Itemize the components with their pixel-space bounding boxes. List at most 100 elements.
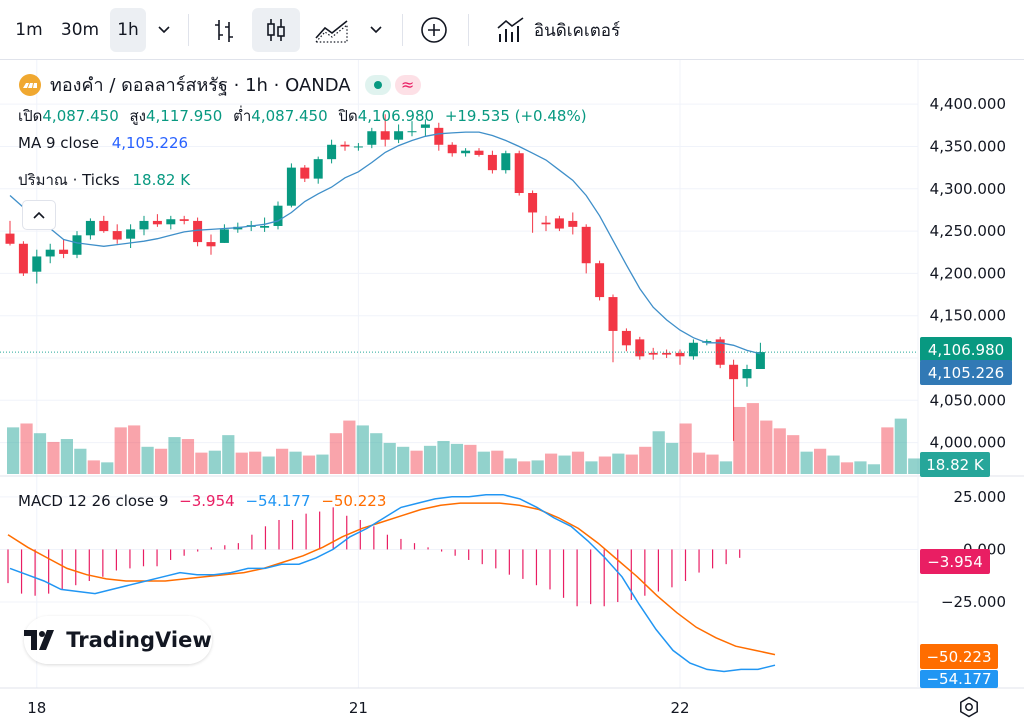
- volume-bar: [262, 456, 275, 474]
- macd-tick-label: −25.000: [941, 593, 1006, 611]
- candle-body: [447, 144, 457, 154]
- macd-signal-value: −50.223: [321, 492, 387, 510]
- symbol-legend[interactable]: ทองคำ / ดอลลาร์สหรัฐ · 1h · OANDA ≈: [18, 70, 421, 99]
- chart-canvas[interactable]: 4,400.000 4,350.000 4,300.000 4,250.000 4,20…: [0, 60, 1024, 728]
- chart-toolbar: 1m 30m 1h อินด: [0, 0, 1024, 60]
- macd-hist-value: −3.954: [179, 492, 235, 510]
- candle-body: [675, 352, 685, 357]
- volume-bar: [195, 452, 208, 474]
- open-value: 4,087.450: [42, 107, 119, 125]
- candle-body: [729, 364, 739, 380]
- high-value: 4,117.950: [146, 107, 223, 125]
- collapse-legend-button[interactable]: [22, 200, 56, 230]
- chevron-up-icon: [33, 211, 45, 219]
- candle-body: [193, 220, 203, 243]
- volume-bar: [141, 446, 154, 474]
- chart-settings-button[interactable]: [956, 694, 982, 720]
- bar-chart-button[interactable]: [204, 8, 244, 52]
- chart-grid: [0, 60, 918, 688]
- compare-symbol-button[interactable]: [412, 8, 456, 52]
- area-chart-icon: [314, 20, 348, 43]
- candle-body: [273, 205, 283, 226]
- candle-body: [702, 341, 712, 343]
- area-chart-button[interactable]: [308, 8, 356, 52]
- volume-bar: [20, 423, 33, 474]
- candle-body: [394, 131, 404, 140]
- candles-button[interactable]: [252, 8, 300, 52]
- volume-bar: [128, 425, 141, 474]
- ohlc-legend: เปิด4,087.450 สูง4,117.950 ต่ำ4,087.450 …: [18, 104, 587, 128]
- close-value: 4,106.980: [357, 107, 435, 125]
- volume-bar: [450, 443, 464, 474]
- indicators-icon: [497, 17, 524, 42]
- price-axis: 4,400.000 4,350.000 4,300.000 4,250.000 4,20…: [930, 95, 1006, 451]
- candle-body: [112, 231, 122, 240]
- candle-body: [219, 229, 229, 243]
- macd-signal-badge: −50.223: [920, 644, 998, 669]
- volume-bar: [679, 423, 692, 474]
- indicators-button[interactable]: อินดิเคเตอร์: [480, 8, 636, 52]
- candle-body: [541, 222, 551, 225]
- volume-bar: [908, 458, 921, 474]
- candle-body: [152, 220, 162, 225]
- price-tick-label: 4,350.000: [930, 137, 1006, 155]
- macd-hist-badge: −3.954: [920, 549, 990, 574]
- volume-bar: [235, 452, 248, 474]
- change-value: +19.535 (+0.48%): [444, 107, 587, 125]
- candle-body: [313, 159, 323, 179]
- price-tick-label: 4,250.000: [930, 222, 1006, 240]
- volume-bar: [787, 435, 800, 474]
- volume-bar: [154, 448, 168, 474]
- candle-body: [742, 369, 752, 379]
- volume-bar: [410, 450, 423, 474]
- candle-body: [461, 150, 471, 154]
- low-value: 4,087.450: [251, 107, 328, 125]
- candle-body: [260, 226, 270, 228]
- volume-bar: [773, 428, 786, 474]
- volume-bar: [666, 442, 679, 474]
- candle-body: [340, 144, 350, 147]
- volume-bar: [612, 453, 625, 474]
- price-tick-label: 4,200.000: [930, 264, 1006, 282]
- price-tick-label: 4,300.000: [930, 180, 1006, 198]
- volume-legend[interactable]: ปริมาณ · Ticks 18.82 K: [18, 168, 190, 192]
- price-tick-label: 4,000.000: [930, 434, 1006, 452]
- volume-bar: [840, 462, 854, 474]
- volume-bar: [370, 433, 383, 474]
- volume-bar: [423, 445, 437, 474]
- volume-bar: [464, 444, 477, 474]
- candle-body: [45, 249, 55, 257]
- candle-body: [300, 167, 310, 179]
- ma-legend[interactable]: MA 9 close 4,105.226: [18, 134, 188, 152]
- candle-body: [179, 219, 189, 221]
- symbol-title: ทองคำ / ดอลลาร์สหรัฐ · 1h · OANDA: [50, 75, 351, 96]
- candle-body: [206, 242, 216, 247]
- time-tick-label: 22: [670, 699, 689, 717]
- market-status[interactable]: ≈: [364, 74, 421, 95]
- volume-bar: [343, 420, 356, 474]
- macd-histogram: [7, 507, 741, 607]
- macd-legend[interactable]: MACD 12 26 close 9 −3.954 −54.177 −50.22…: [18, 492, 386, 510]
- candle-body: [568, 220, 578, 227]
- candle-body: [353, 146, 363, 148]
- volume-bar: [74, 448, 87, 474]
- volume-badge: 18.82 K: [920, 452, 990, 477]
- plus-circle-icon: [421, 17, 447, 43]
- candle-body: [99, 220, 109, 232]
- candle-body: [635, 339, 645, 357]
- volume-bar: [101, 462, 114, 474]
- tradingview-logo[interactable]: TradingView: [24, 616, 212, 664]
- candle-body: [420, 124, 430, 128]
- interval-menu-button[interactable]: [150, 8, 178, 52]
- toolbar-divider: [402, 14, 403, 46]
- volume-bar: [652, 431, 665, 474]
- volume-bar: [760, 420, 773, 474]
- chart-type-menu-button[interactable]: [362, 8, 390, 52]
- volume-bar: [249, 451, 262, 474]
- interval-30m-button[interactable]: 30m: [60, 20, 100, 40]
- volume-bar: [383, 442, 396, 474]
- candle-body: [595, 263, 605, 298]
- interval-1m-button[interactable]: 1m: [15, 20, 43, 40]
- interval-1h-button[interactable]: 1h: [110, 8, 146, 52]
- volume-bar: [894, 418, 907, 474]
